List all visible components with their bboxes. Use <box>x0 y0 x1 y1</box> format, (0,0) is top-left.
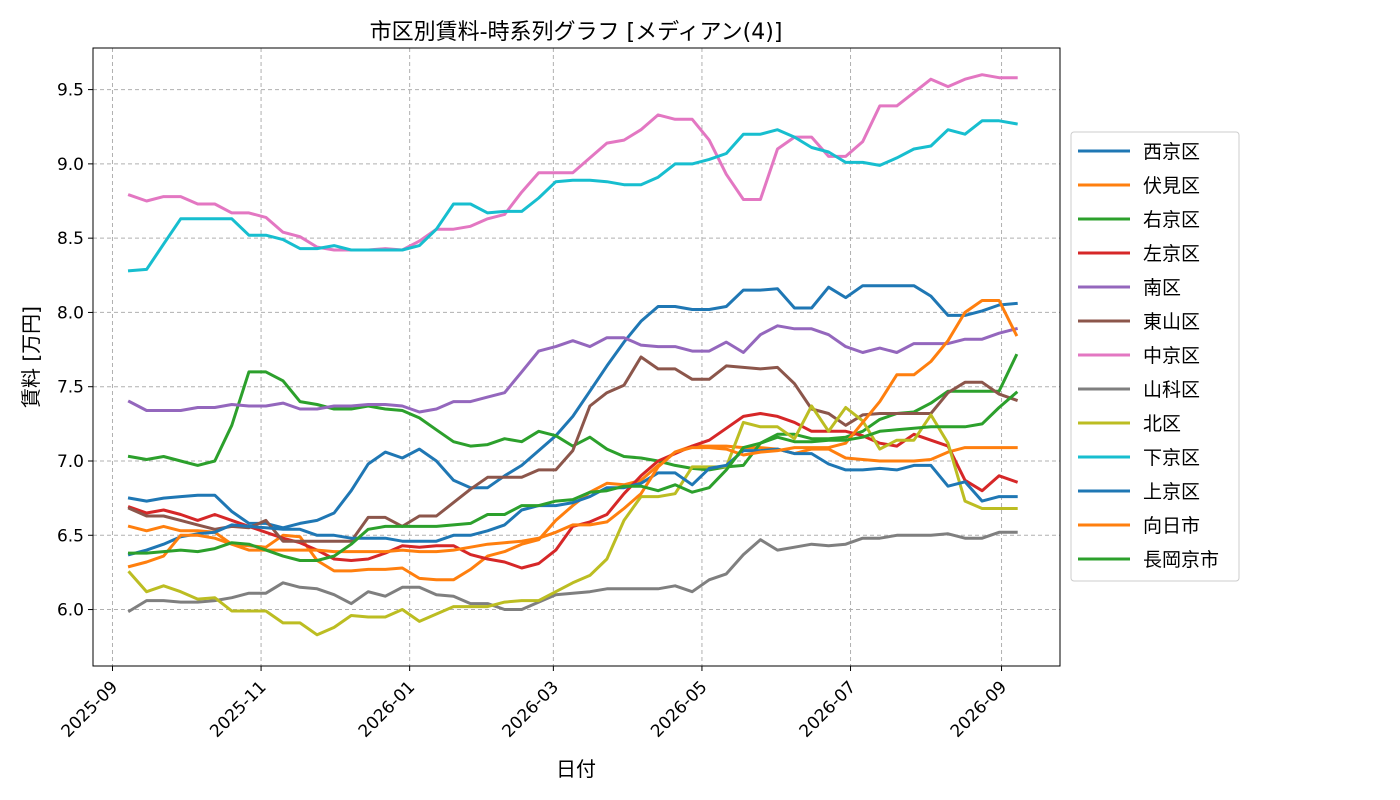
legend-label: 向日市 <box>1143 515 1200 537</box>
legend-label: 下京区 <box>1143 447 1200 469</box>
y-tick-label: 7.5 <box>57 378 84 398</box>
series-lines <box>127 73 1019 637</box>
legend-label: 長岡京市 <box>1143 549 1219 571</box>
chart-title: 市区別賃料-時系列グラフ [メディアン(4)] <box>370 20 783 45</box>
x-axis-label: 日付 <box>556 757 596 781</box>
y-tick-label: 8.0 <box>57 303 84 323</box>
legend-label: 東山区 <box>1143 311 1200 333</box>
series-line-6 <box>127 73 1018 252</box>
legend-label: 西京区 <box>1143 141 1200 163</box>
y-tick-label: 9.0 <box>57 155 84 175</box>
series-line-2 <box>127 353 1019 472</box>
series-line-1 <box>127 444 1018 582</box>
y-tick-label: 9.5 <box>57 81 84 101</box>
legend-label: 山科区 <box>1143 379 1200 401</box>
series-line-11 <box>127 299 1019 569</box>
y-tick-label: 6.5 <box>57 526 84 546</box>
legend-label: 北区 <box>1143 413 1181 435</box>
legend-label: 左京区 <box>1143 243 1200 265</box>
series-line-8 <box>127 404 1018 637</box>
series-line-4 <box>127 324 1019 414</box>
series-line-9 <box>127 119 1018 273</box>
series-line-0 <box>127 284 1018 530</box>
grid-lines <box>93 48 1060 666</box>
y-axis-label: 賃料 [万円] <box>19 306 43 408</box>
y-tick-label: 7.0 <box>57 452 84 472</box>
y-tick-label: 6.0 <box>57 601 84 621</box>
series-line-7 <box>127 530 1018 614</box>
legend-label: 右京区 <box>1143 209 1200 231</box>
y-tick-label: 8.5 <box>57 229 84 249</box>
legend-label: 上京区 <box>1143 481 1200 503</box>
y-axis: 6.0 6.5 7.0 7.5 8.0 8.5 9.0 9.5 <box>57 81 93 621</box>
legend-label: 南区 <box>1143 277 1181 299</box>
legend-frame <box>1070 131 1240 582</box>
plot-area-frame <box>92 47 1061 667</box>
series-line-10 <box>127 447 1018 557</box>
legend-label: 中京区 <box>1143 345 1200 367</box>
series-line-12 <box>128 390 1019 562</box>
legend-label: 伏見区 <box>1143 175 1200 197</box>
